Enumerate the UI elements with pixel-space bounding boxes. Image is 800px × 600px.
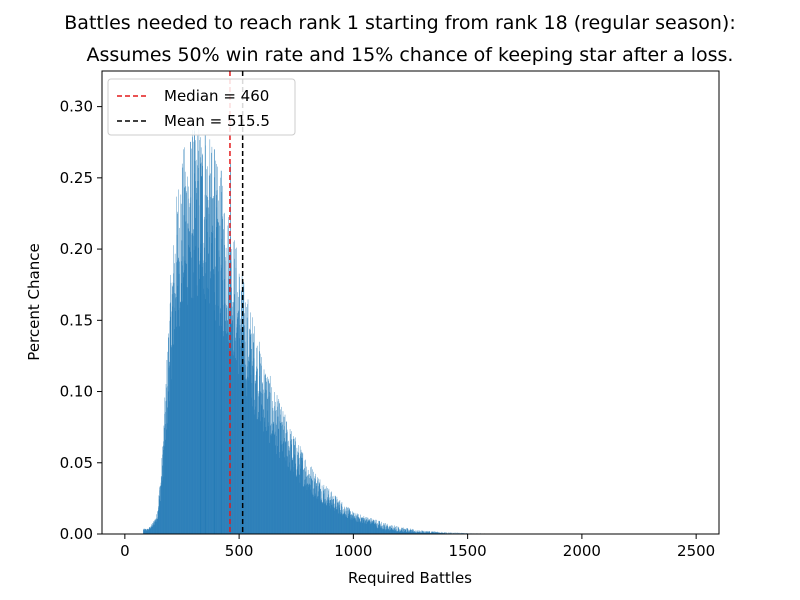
y-axis-ticks: 0.00 0.05 0.10 0.15 0.20 0.25 0.30 (60, 98, 102, 543)
plot-frame (101, 70, 720, 535)
histogram-bar (220, 170, 222, 534)
x-tick-label: 1500 (449, 542, 487, 560)
x-axis-label: Required Battles (348, 569, 472, 587)
chart-title-line1: Battles needed to reach rank 1 starting … (64, 12, 735, 34)
legend: Median = 460 Mean = 515.5 (107, 78, 296, 136)
histogram-bars (143, 123, 578, 535)
y-tick-label: 0.00 (60, 525, 93, 543)
x-tick-label: 2500 (677, 542, 715, 560)
y-tick-label: 0.15 (60, 311, 93, 329)
x-tick-label: 1000 (334, 542, 372, 560)
y-tick-label: 0.30 (60, 98, 93, 116)
x-axis-ticks: 0 500 1000 1500 2000 2500 (120, 534, 715, 560)
y-tick-label: 0.05 (60, 454, 93, 472)
y-axis-label: Percent Chance (25, 243, 43, 360)
legend-entry-label: Median = 460 (164, 87, 269, 105)
histogram-bar (213, 149, 215, 534)
y-tick-label: 0.20 (60, 240, 93, 258)
legend-box (107, 78, 296, 136)
x-tick-label: 0 (120, 542, 130, 560)
reference-lines (229, 71, 244, 534)
y-tick-label: 0.10 (60, 383, 93, 401)
chart-title-line2: Assumes 50% win rate and 15% chance of k… (87, 44, 734, 66)
legend-entry-label: Mean = 515.5 (164, 112, 270, 130)
y-tick-label: 0.25 (60, 169, 93, 187)
histogram-bar (204, 135, 206, 535)
histogram-bar (229, 163, 231, 534)
histogram-bar (200, 163, 202, 534)
x-tick-label: 500 (225, 542, 254, 560)
x-tick-label: 2000 (563, 542, 601, 560)
